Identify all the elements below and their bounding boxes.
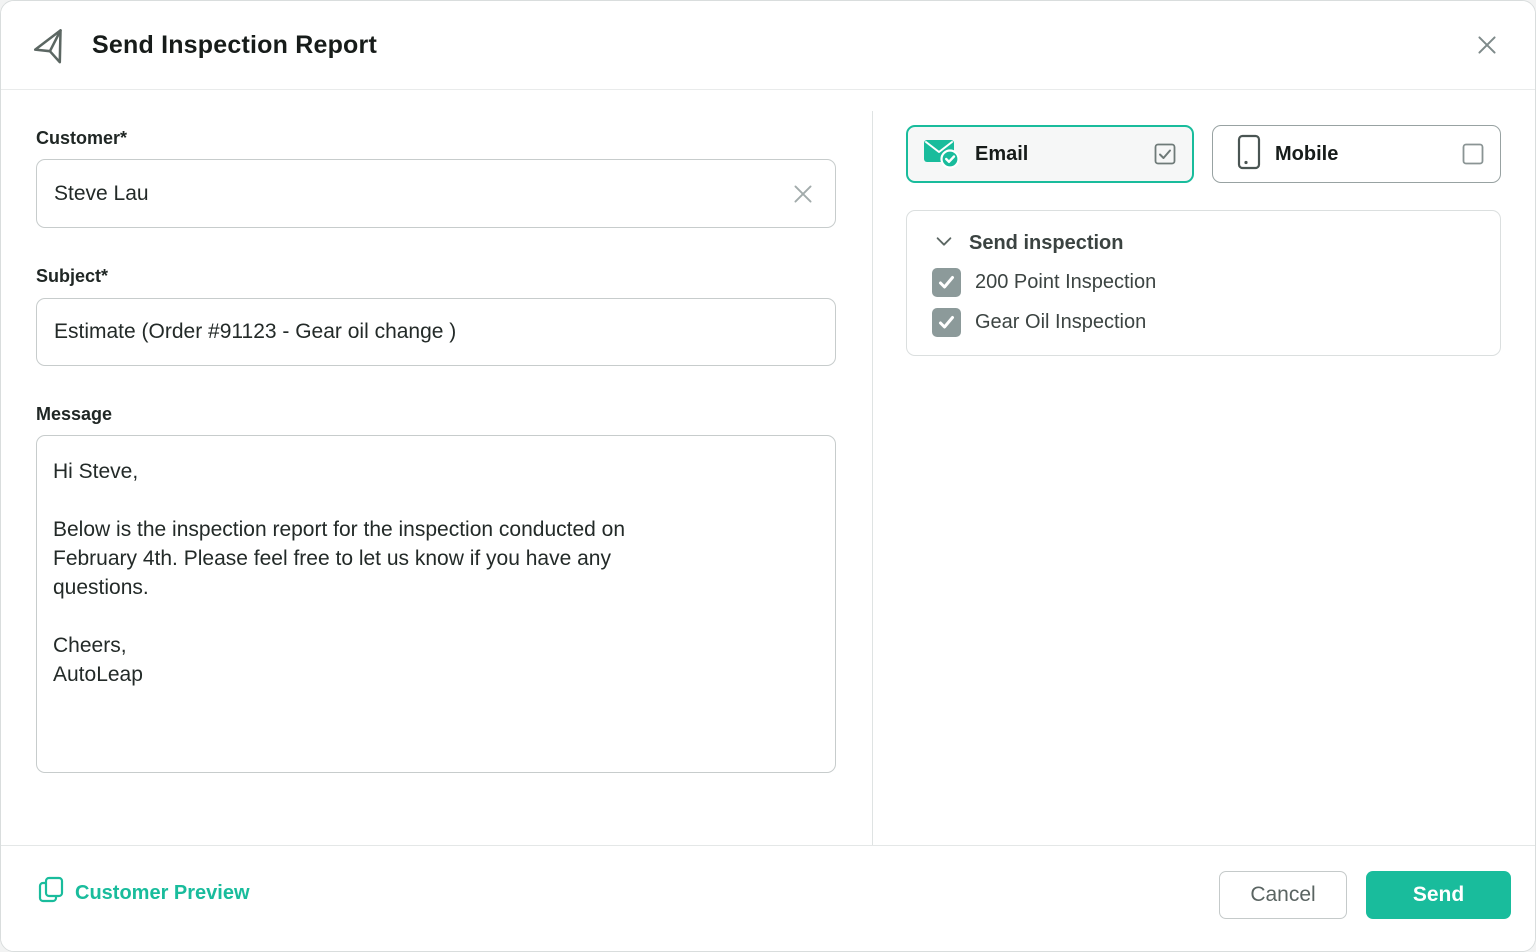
subject-field-wrap [36, 298, 836, 366]
dialog-footer: Customer Preview Cancel Send [1, 845, 1535, 951]
mobile-icon [1236, 133, 1262, 176]
customer-preview-label: Customer Preview [75, 881, 250, 904]
inspection-item-label: 200 Point Inspection [975, 271, 1157, 293]
email-icon [922, 134, 962, 175]
pages-icon [37, 875, 65, 911]
customer-input[interactable] [36, 159, 836, 228]
channel-mobile-button[interactable]: Mobile [1212, 125, 1501, 183]
subject-label: Subject* [36, 266, 109, 286]
message-textarea[interactable]: Hi Steve, Below is the inspection report… [36, 435, 836, 773]
inspection-item-label: Gear Oil Inspection [975, 311, 1147, 333]
checked-checkbox-icon[interactable] [932, 308, 961, 337]
customer-label: Customer* [36, 128, 128, 148]
customer-preview-button[interactable]: Customer Preview [37, 875, 250, 911]
chevron-down-icon [933, 230, 955, 257]
clear-customer-icon[interactable] [788, 179, 818, 209]
channel-mobile-label: Mobile [1275, 142, 1339, 165]
close-icon[interactable] [1469, 27, 1505, 63]
inspection-item-200-point[interactable]: 200 Point Inspection [932, 268, 1500, 297]
subject-input[interactable] [36, 298, 836, 366]
checked-checkbox-icon[interactable] [932, 268, 961, 297]
message-label: Message [36, 404, 113, 424]
mobile-unchecked-checkbox[interactable] [1462, 143, 1484, 165]
cancel-button[interactable]: Cancel [1219, 871, 1347, 919]
dialog-header: Send Inspection Report [1, 1, 1535, 90]
channel-email-button[interactable]: Email [906, 125, 1194, 183]
dialog-title: Send Inspection Report [92, 30, 377, 59]
send-inspection-card: Send inspection 200 Point Inspection Gea… [906, 210, 1501, 356]
send-button[interactable]: Send [1366, 871, 1511, 919]
paper-plane-icon [33, 27, 72, 64]
customer-field-wrap [36, 159, 836, 228]
inspection-item-gear-oil[interactable]: Gear Oil Inspection [932, 308, 1500, 337]
column-divider [872, 111, 873, 847]
channel-email-label: Email [975, 142, 1029, 165]
send-inspection-title: Send inspection [969, 232, 1124, 254]
email-checked-checkbox[interactable] [1154, 143, 1176, 165]
send-inspection-toggle[interactable]: Send inspection [907, 211, 1500, 257]
